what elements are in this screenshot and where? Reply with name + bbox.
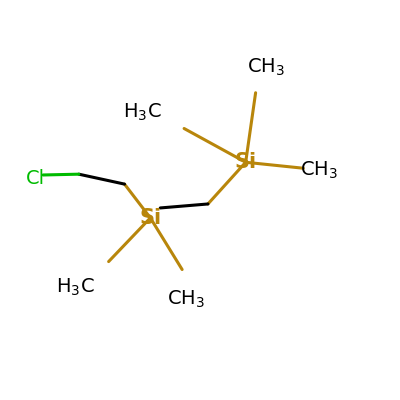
Text: H$_3$C: H$_3$C xyxy=(123,102,162,123)
Text: CH$_3$: CH$_3$ xyxy=(246,56,284,78)
Text: Cl: Cl xyxy=(26,169,45,188)
Text: Si: Si xyxy=(139,208,162,228)
Text: H$_3$C: H$_3$C xyxy=(56,277,94,298)
Text: CH$_3$: CH$_3$ xyxy=(300,160,338,181)
Text: Si: Si xyxy=(235,152,257,172)
Text: CH$_3$: CH$_3$ xyxy=(167,289,205,310)
